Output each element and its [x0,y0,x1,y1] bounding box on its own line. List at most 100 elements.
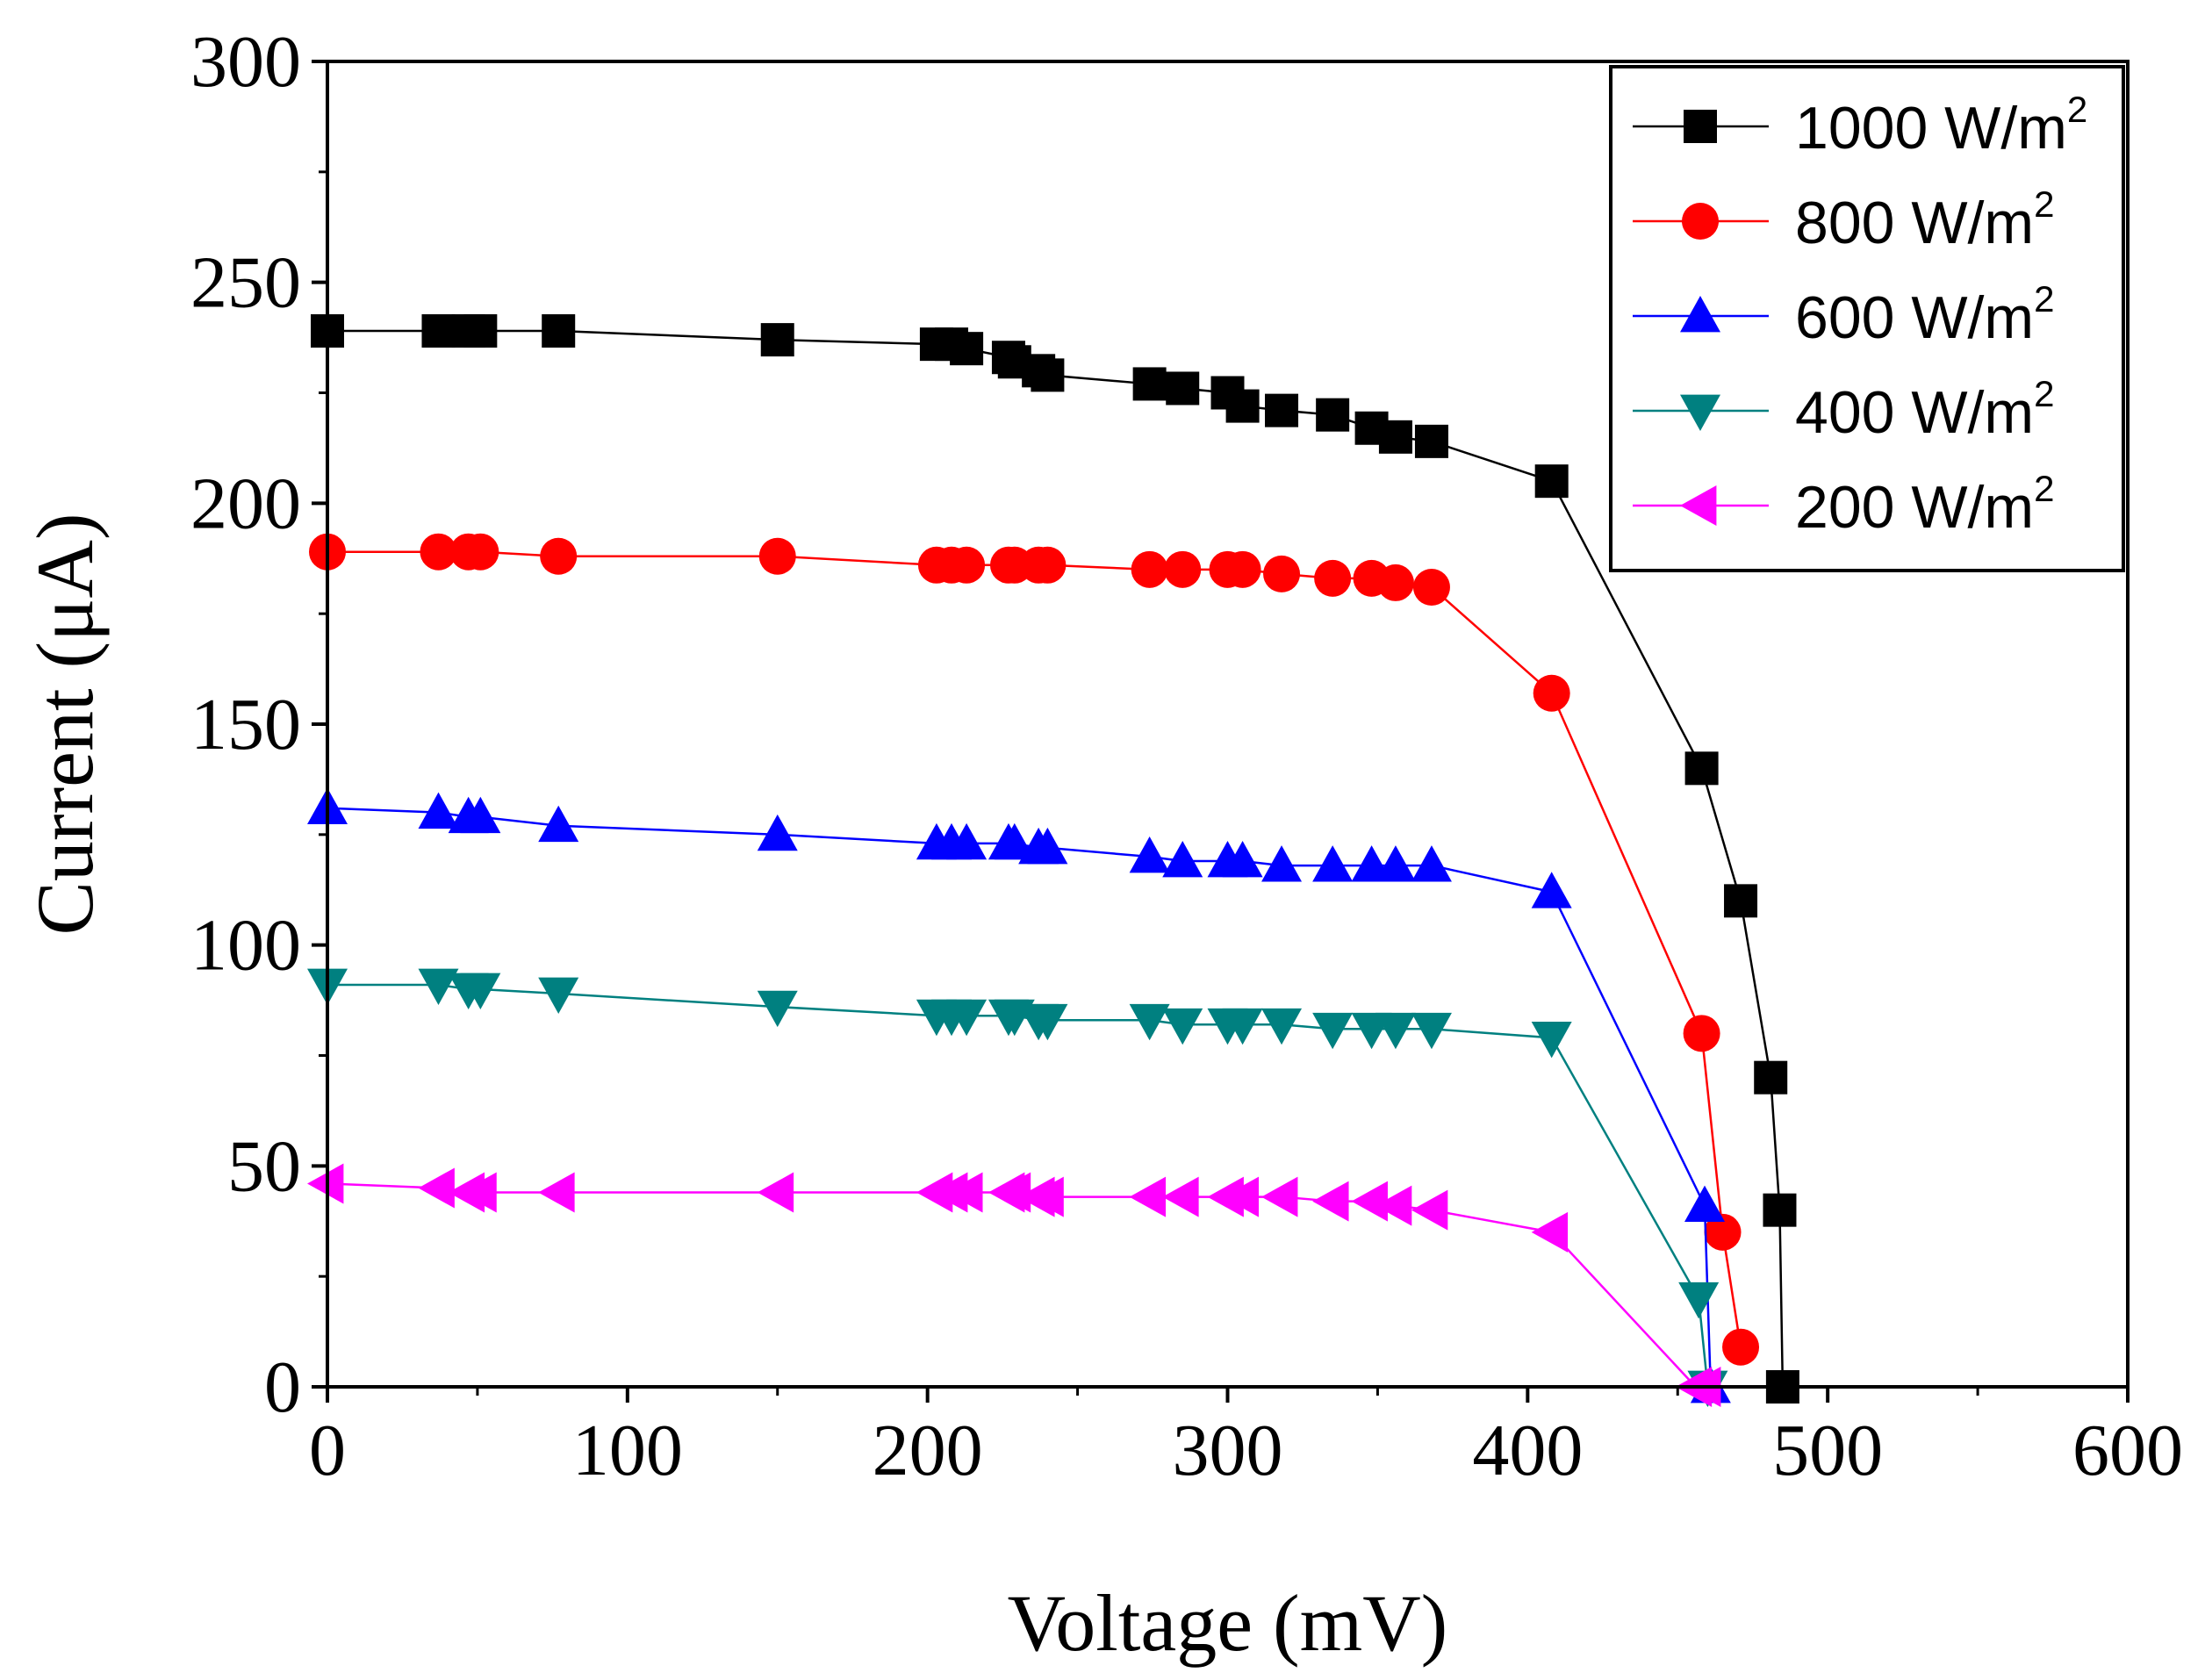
data-point [1534,464,1569,499]
data-point [1375,1012,1416,1050]
legend-label-superscript: 2 [2034,183,2054,225]
data-point [540,537,578,575]
legend-marker [1682,203,1719,240]
x-tick-label: 400 [1472,1410,1583,1491]
legend-item: 600 W/m2 [1633,278,2054,351]
data-point [1531,1211,1569,1253]
data-point [1312,1181,1349,1222]
x-tick-label: 200 [873,1410,983,1491]
series-3 [307,968,1728,1407]
x-tick-label: 500 [1772,1410,1883,1491]
x-tick-label: 0 [309,1410,346,1491]
x-axis-title: Voltage (mV) [1008,1578,1448,1668]
data-point [460,1172,497,1213]
data-point [1027,1003,1068,1041]
data-point [1222,1176,1259,1217]
data-point [994,822,1035,860]
data-point [1164,550,1202,588]
data-point [1162,1176,1199,1217]
legend-marker [1684,110,1717,143]
data-point [418,1167,455,1209]
data-point [1129,1176,1167,1217]
data-point [757,1172,794,1213]
data-point [1414,424,1448,458]
data-point [1265,393,1299,427]
data-point [307,1163,344,1204]
legend-label: 800 W/m2 [1795,183,2054,256]
legend-label: 1000 W/m2 [1795,89,2087,162]
data-point [1412,568,1450,606]
data-point [1225,389,1260,423]
legend-marker [1680,485,1717,526]
data-point [1132,367,1167,401]
data-point [1027,1176,1064,1217]
y-tick-label: 200 [190,463,301,544]
series-1 [309,533,1760,1366]
data-point [948,546,986,584]
legend-label: 400 W/m2 [1795,373,2054,446]
data-point [1031,358,1065,392]
x-tick-label: 600 [2072,1410,2183,1491]
data-point [1722,1328,1760,1366]
data-point [421,314,456,348]
data-point [1312,1012,1354,1050]
legend-item: 200 W/m2 [1633,468,2054,541]
data-point [1314,559,1352,597]
y-tick-label: 250 [190,242,301,324]
y-tick-label: 150 [190,684,301,765]
series-layer [307,314,1799,1407]
data-point [1027,827,1068,865]
legend-label-superscript: 2 [2034,373,2054,414]
data-point [542,314,576,348]
data-point [946,999,988,1037]
data-point [758,537,796,575]
data-point [757,990,798,1028]
data-point [950,332,984,366]
data-point [757,814,798,851]
data-point [1029,546,1067,584]
data-point [460,796,501,834]
x-tick-label: 300 [1173,1410,1283,1491]
data-point [760,323,794,357]
data-point [1378,420,1412,454]
axis-layer: 0 100 200 300 400 500 600 0 50 100 150 200 250 300 [190,21,2183,1491]
data-point [1131,550,1168,588]
data-point [1222,1008,1263,1045]
data-point [1754,1060,1788,1095]
y-tick-label: 100 [190,905,301,987]
data-point [1531,872,1572,908]
legend-item: 400 W/m2 [1633,373,2054,446]
data-point [1678,1282,1720,1319]
legend-label-superscript: 2 [2034,278,2054,319]
data-point [1375,845,1416,882]
data-point [1166,371,1200,406]
legend: 1000 W/m2 800 W/m2 600 W/m2 400 W/m2 200 W/m… [1609,65,2125,572]
data-point [1724,884,1758,918]
legend-label-superscript: 2 [2034,468,2054,509]
data-point [462,533,499,571]
data-point [1411,1189,1448,1231]
data-point [1162,1008,1203,1045]
legend-label-superscript: 2 [2067,89,2087,130]
data-point [1684,1185,1726,1223]
data-point [1351,1181,1388,1222]
data-point [418,792,459,829]
legend-label: 600 W/m2 [1795,278,2054,351]
data-point [418,968,459,1005]
y-tick-label: 50 [227,1125,301,1207]
data-point [1129,836,1170,873]
data-point [1261,1176,1298,1217]
data-point [1531,1021,1572,1059]
data-point [1411,845,1452,882]
legend-item: 800 W/m2 [1633,183,2054,256]
y-axis-title: Current (μA) [20,513,110,935]
data-point [1684,751,1719,786]
data-point [1704,1213,1742,1251]
legend-label: 200 W/m2 [1795,468,2054,541]
data-point [1261,845,1303,882]
data-point [1533,674,1570,712]
data-point [1263,555,1301,592]
data-point [1222,841,1263,878]
data-point [994,1172,1031,1213]
